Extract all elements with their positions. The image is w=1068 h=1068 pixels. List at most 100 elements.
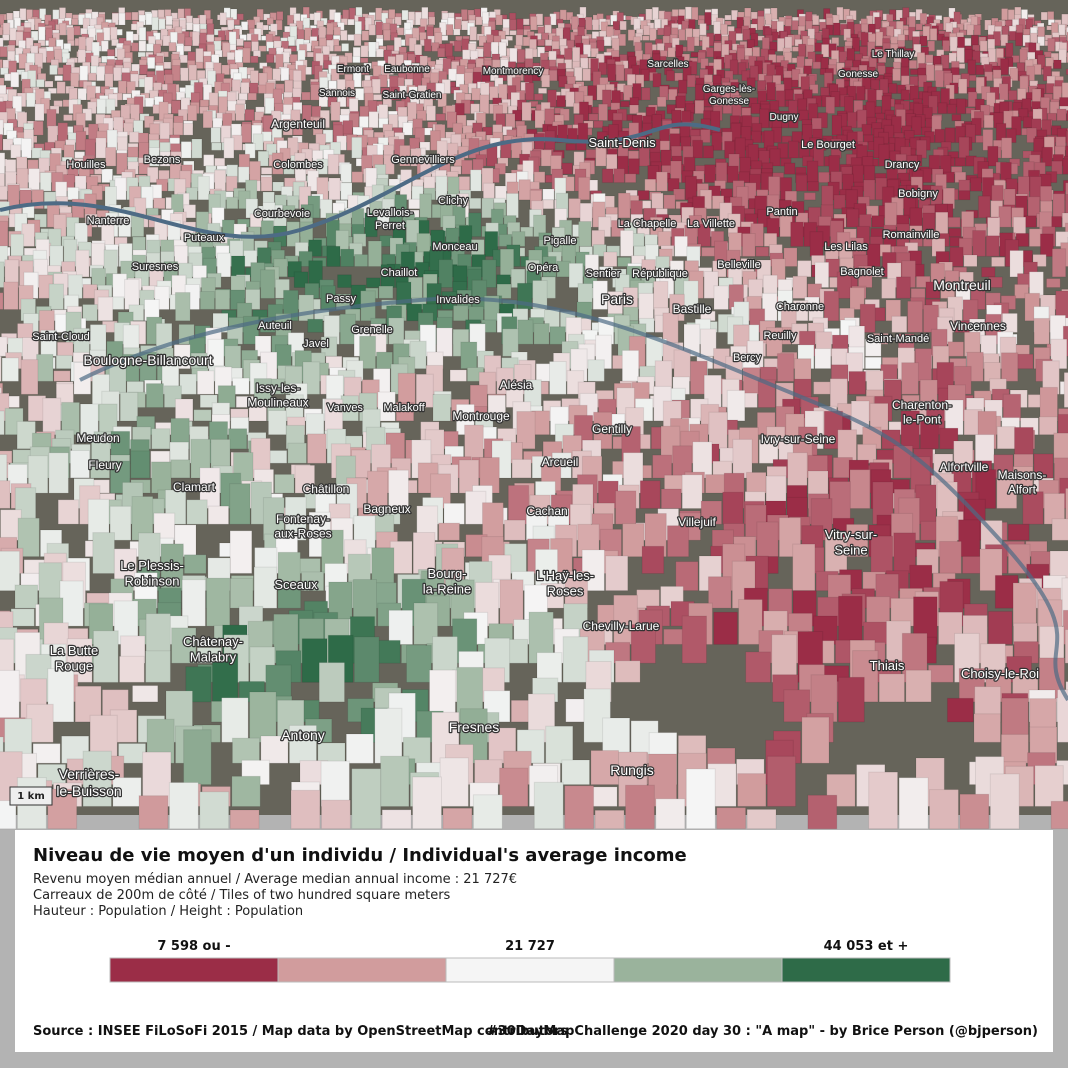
tile	[318, 95, 329, 108]
tile	[61, 52, 71, 64]
tile	[973, 24, 982, 36]
place-label: Sannois	[319, 88, 355, 99]
tile	[776, 37, 785, 52]
tile	[1016, 353, 1034, 370]
tile	[1002, 393, 1022, 422]
place-label: Bagnolet	[840, 266, 883, 278]
tile	[146, 56, 156, 70]
tile	[544, 45, 553, 52]
tile	[225, 175, 238, 192]
tile	[223, 137, 235, 159]
tile	[1050, 800, 1068, 830]
tile	[333, 45, 342, 52]
tile	[340, 248, 355, 267]
tile	[47, 125, 58, 144]
tile	[415, 373, 434, 408]
tile	[503, 519, 526, 541]
tile	[949, 246, 964, 268]
tile	[187, 104, 198, 122]
tile	[987, 216, 1001, 238]
place-label-line: Garges-lès-	[703, 84, 755, 95]
tile	[241, 123, 252, 144]
tile	[722, 491, 744, 525]
tile	[766, 327, 783, 357]
tile	[644, 178, 657, 192]
tile	[996, 426, 1017, 450]
tile	[944, 270, 960, 289]
tile	[56, 341, 74, 357]
tile	[666, 525, 690, 558]
tile	[380, 755, 410, 808]
tile	[963, 254, 978, 267]
place-label: Clamart	[173, 480, 216, 494]
tile	[888, 83, 898, 94]
tile	[534, 109, 545, 129]
tile	[1047, 11, 1055, 21]
tile	[388, 609, 414, 645]
tile	[541, 74, 551, 88]
tile	[511, 136, 523, 159]
place-label-line: Le Plessis-	[120, 558, 184, 573]
tile	[618, 33, 627, 47]
tile	[174, 292, 191, 322]
place-label-line: Rouge	[55, 659, 93, 674]
tile	[652, 72, 662, 88]
tile	[412, 776, 443, 830]
tile	[227, 19, 235, 31]
tile	[1065, 145, 1068, 159]
tile	[27, 70, 37, 88]
tile	[316, 158, 329, 175]
tile	[0, 261, 5, 288]
tile	[533, 781, 564, 830]
tile	[797, 43, 807, 58]
tile	[468, 197, 482, 210]
tile	[145, 12, 153, 26]
tile	[70, 72, 80, 88]
tile	[677, 28, 686, 41]
tile	[522, 18, 530, 26]
tile	[562, 636, 589, 683]
place-label-line: Moulineaux	[247, 395, 308, 409]
tile	[307, 318, 324, 333]
tile	[475, 16, 483, 26]
tile	[14, 584, 39, 609]
place-label: Charonne	[776, 301, 824, 313]
tile	[306, 433, 327, 464]
tile	[788, 117, 799, 129]
tile	[354, 87, 365, 101]
tile	[612, 20, 620, 31]
tile	[1063, 372, 1068, 408]
tile	[660, 149, 672, 167]
tile	[864, 338, 882, 357]
tile	[559, 9, 567, 21]
tile	[724, 14, 732, 21]
tile	[667, 47, 676, 58]
place-label: Dugny	[770, 112, 799, 123]
tile	[461, 159, 473, 175]
tile	[66, 186, 80, 201]
tile	[864, 356, 882, 370]
tile	[19, 8, 27, 21]
tile	[939, 540, 962, 574]
tile	[977, 195, 991, 219]
tile	[622, 523, 645, 558]
tile	[446, 111, 457, 129]
place-label: Garges-lès-Gonesse	[703, 84, 755, 107]
tile	[937, 102, 948, 115]
tile	[900, 89, 911, 101]
tile	[449, 369, 468, 382]
tile	[34, 103, 45, 122]
tile	[868, 771, 899, 830]
tile	[699, 23, 707, 36]
tile	[274, 473, 295, 494]
tile	[649, 27, 657, 41]
tile	[53, 370, 71, 382]
tile	[186, 499, 208, 525]
tile	[229, 809, 260, 830]
tile	[104, 73, 114, 88]
tile	[838, 595, 863, 646]
place-label-line: la-Reine	[423, 582, 471, 597]
tile	[537, 39, 546, 47]
tile	[973, 713, 1001, 743]
tile	[443, 502, 465, 525]
